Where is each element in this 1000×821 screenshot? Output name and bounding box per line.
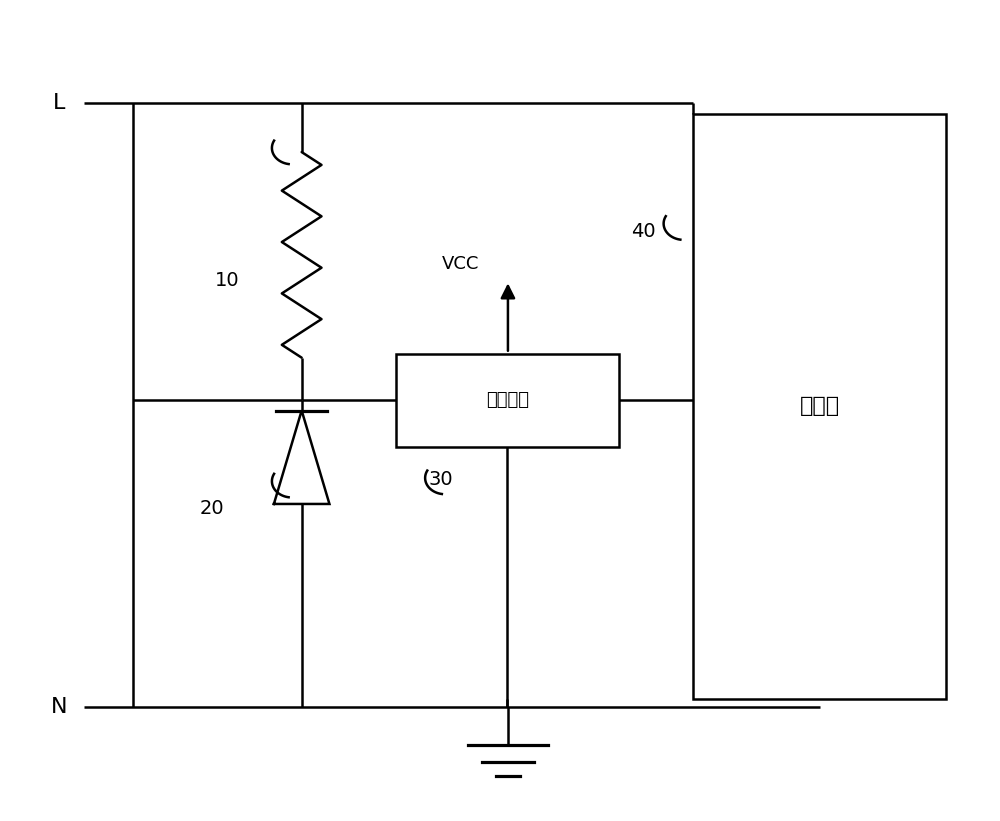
Text: 控制器: 控制器: [800, 397, 840, 416]
Text: L: L: [53, 94, 65, 113]
Text: VCC: VCC: [442, 255, 479, 273]
Text: 10: 10: [215, 271, 240, 290]
Text: 40: 40: [631, 222, 656, 241]
Text: 开关装置: 开关装置: [486, 392, 529, 410]
Text: 30: 30: [428, 470, 453, 489]
Bar: [396, 354, 619, 447]
Text: N: N: [50, 697, 67, 717]
Text: 20: 20: [200, 498, 225, 517]
Bar: [693, 114, 946, 699]
